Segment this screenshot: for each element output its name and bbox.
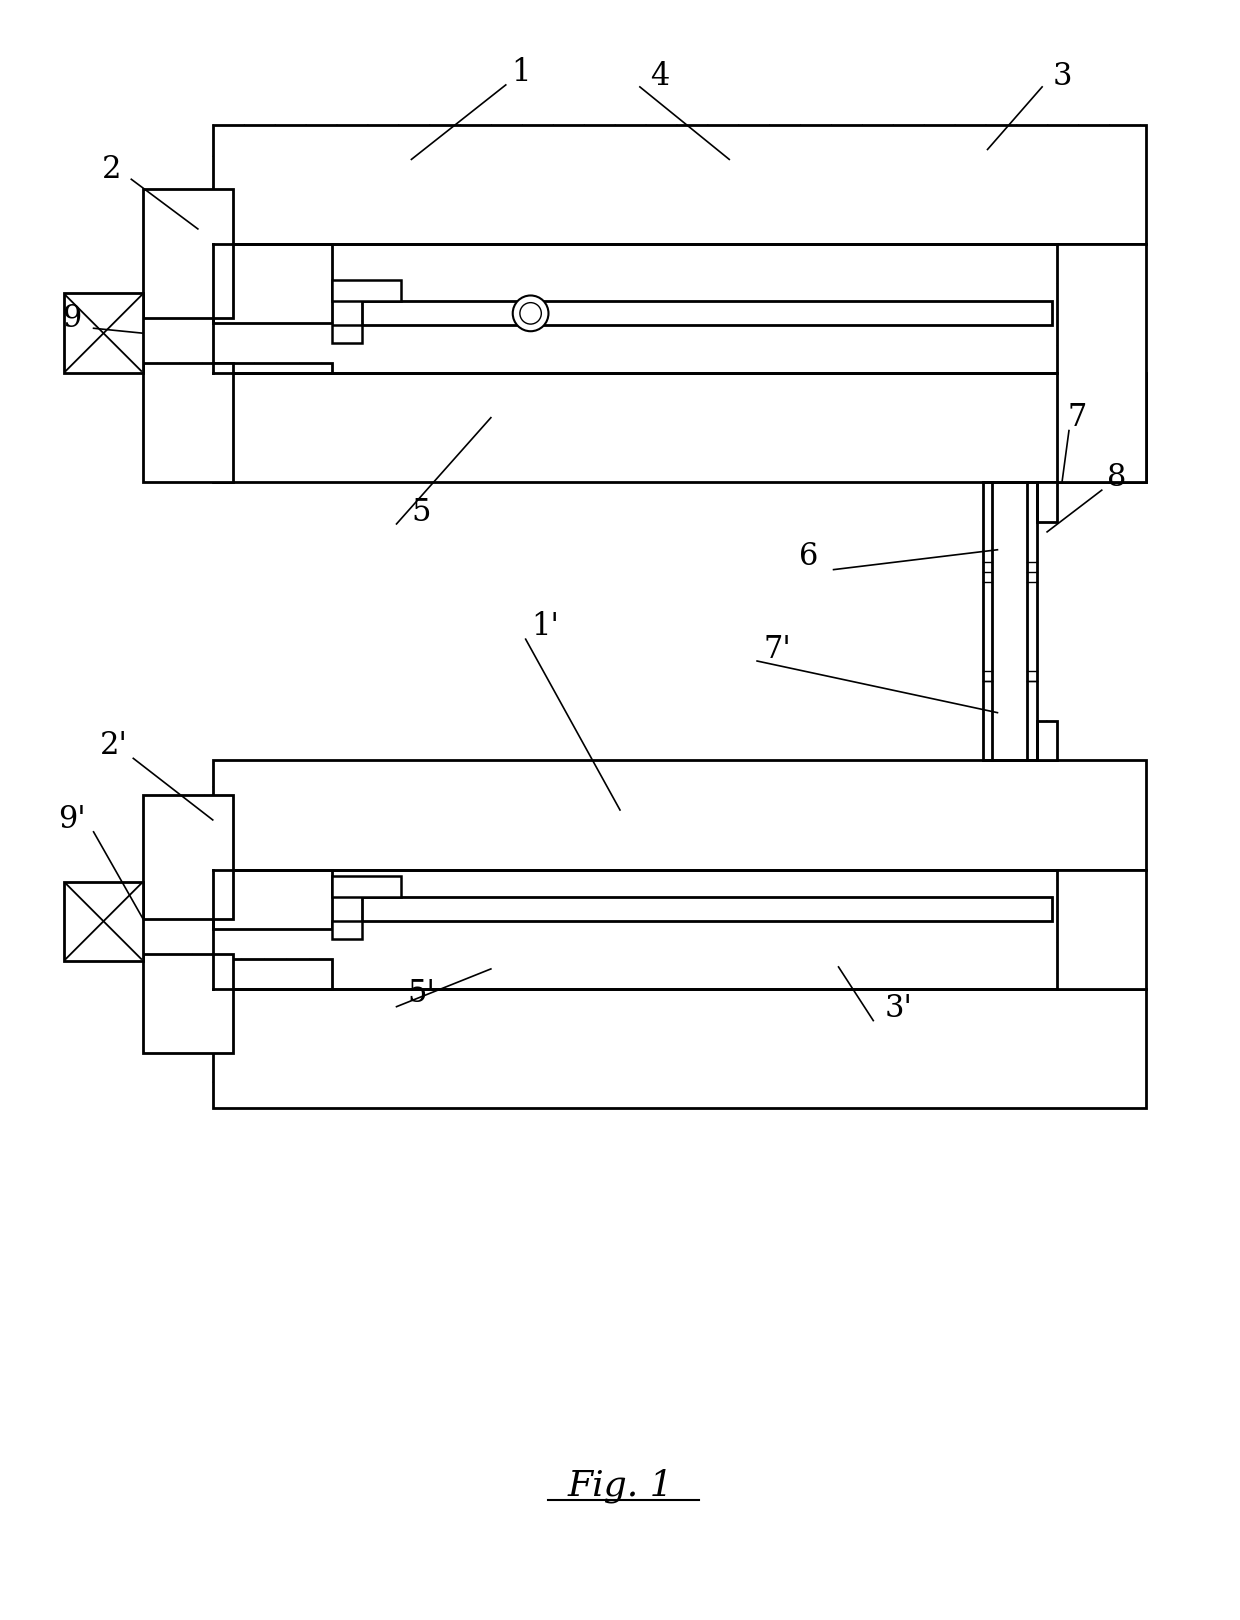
Bar <box>213 363 332 373</box>
Bar <box>213 760 1147 870</box>
Bar <box>213 373 1147 483</box>
Bar <box>213 988 1147 1108</box>
Bar <box>63 881 144 961</box>
Bar <box>1037 721 1056 760</box>
Bar <box>144 795 233 919</box>
Bar <box>332 922 362 940</box>
Bar <box>1056 245 1147 483</box>
Bar <box>213 245 1056 373</box>
Bar <box>362 897 1052 922</box>
Bar <box>213 245 332 324</box>
Text: 7': 7' <box>763 633 791 664</box>
Bar <box>213 959 332 988</box>
Bar <box>213 125 1147 245</box>
Bar <box>1037 483 1056 522</box>
Bar <box>332 875 402 897</box>
Circle shape <box>512 295 548 330</box>
Bar <box>362 301 1052 326</box>
Bar <box>213 870 332 930</box>
Text: 3: 3 <box>1053 62 1071 92</box>
Bar <box>63 293 144 373</box>
Text: 9': 9' <box>58 805 86 836</box>
Text: 2: 2 <box>102 154 122 185</box>
Text: 1: 1 <box>511 57 531 89</box>
Bar <box>332 326 362 343</box>
Text: 9: 9 <box>62 303 82 334</box>
Bar <box>144 190 233 318</box>
Bar <box>332 280 402 301</box>
Bar <box>1056 870 1147 988</box>
Text: 4: 4 <box>650 62 670 92</box>
Text: 5': 5' <box>408 978 435 1009</box>
Text: 2': 2' <box>99 731 128 761</box>
Bar <box>144 363 233 483</box>
Text: 3': 3' <box>884 993 913 1024</box>
Text: 7: 7 <box>1068 402 1086 433</box>
Text: 8: 8 <box>1107 462 1126 492</box>
Text: 6: 6 <box>799 541 818 572</box>
Bar <box>144 954 233 1053</box>
Text: Fig. 1: Fig. 1 <box>567 1468 673 1503</box>
Text: 1': 1' <box>532 611 559 642</box>
Text: 5: 5 <box>412 496 432 528</box>
